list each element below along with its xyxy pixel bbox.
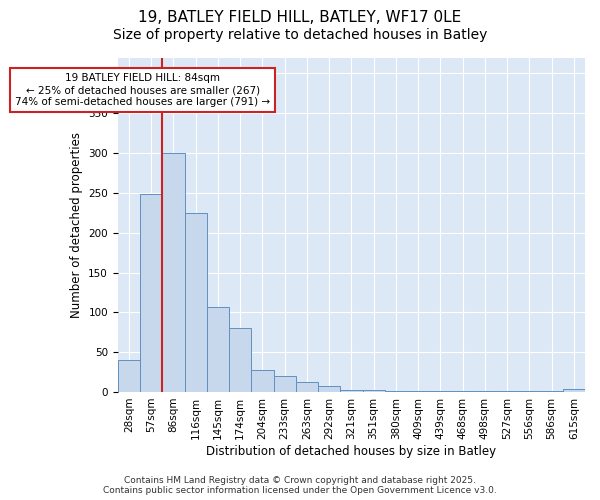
Text: 19 BATLEY FIELD HILL: 84sqm
← 25% of detached houses are smaller (267)
74% of se: 19 BATLEY FIELD HILL: 84sqm ← 25% of det… <box>15 74 270 106</box>
Bar <box>474 391 496 392</box>
Bar <box>429 391 452 392</box>
X-axis label: Distribution of detached houses by size in Batley: Distribution of detached houses by size … <box>206 444 496 458</box>
Bar <box>541 391 563 392</box>
Bar <box>496 391 518 392</box>
Bar <box>185 213 207 392</box>
Bar <box>118 360 140 392</box>
Bar <box>251 370 274 392</box>
Bar <box>140 194 162 392</box>
Y-axis label: Number of detached properties: Number of detached properties <box>70 132 83 318</box>
Text: Size of property relative to detached houses in Batley: Size of property relative to detached ho… <box>113 28 487 42</box>
Bar <box>518 391 541 392</box>
Bar <box>207 307 229 392</box>
Bar <box>229 328 251 392</box>
Text: Contains HM Land Registry data © Crown copyright and database right 2025.
Contai: Contains HM Land Registry data © Crown c… <box>103 476 497 495</box>
Bar <box>407 391 429 392</box>
Bar <box>162 153 185 392</box>
Bar <box>563 389 585 392</box>
Bar <box>274 376 296 392</box>
Bar <box>340 390 362 392</box>
Bar <box>362 390 385 392</box>
Bar <box>385 391 407 392</box>
Bar <box>296 382 318 392</box>
Text: 19, BATLEY FIELD HILL, BATLEY, WF17 0LE: 19, BATLEY FIELD HILL, BATLEY, WF17 0LE <box>139 10 461 25</box>
Bar <box>452 391 474 392</box>
Bar <box>318 386 340 392</box>
